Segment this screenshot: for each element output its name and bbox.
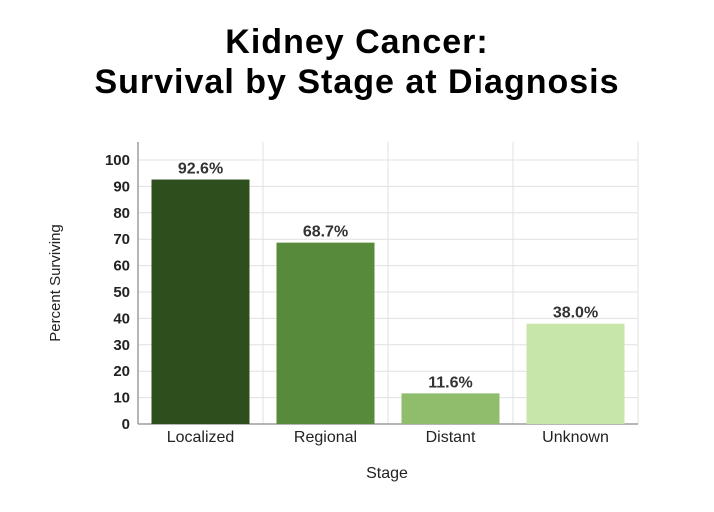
x-tick-label: Regional: [294, 429, 357, 446]
x-axis-label: Stage: [366, 465, 408, 482]
y-tick-label: 30: [113, 337, 130, 354]
y-tick-label: 20: [113, 363, 130, 380]
y-axis-label: Percent Surviving: [47, 224, 64, 342]
y-tick-label: 60: [113, 258, 130, 275]
y-tick-label: 100: [105, 152, 130, 169]
bar-value-label: 11.6%: [428, 374, 472, 391]
bar-regional: [276, 242, 375, 424]
bar-distant: [401, 393, 500, 424]
chart-title-line2: Survival by Stage at Diagnosis: [94, 63, 620, 101]
bar-localized: [151, 179, 250, 424]
labels-layer: 0 10 20 30 40 50 60 70 80 90 100 92.6% Localized 68.7…: [105, 152, 609, 446]
y-tick-label: 80: [113, 205, 130, 222]
x-tick-label: Unknown: [542, 429, 609, 446]
x-tick-label: Localized: [167, 429, 235, 446]
chart-title-line1: Kidney Cancer:: [225, 23, 489, 61]
y-tick-label: 10: [113, 390, 130, 407]
x-tick-label: Distant: [426, 429, 476, 446]
y-tick-label: 90: [113, 178, 130, 195]
bar-unknown: [526, 323, 625, 424]
y-tick-label: 40: [113, 310, 130, 327]
chart-title: Kidney Cancer: Survival by Stage at Diag…: [0, 22, 714, 102]
y-tick-label: 70: [113, 231, 130, 248]
bar-value-label: 38.0%: [553, 305, 598, 322]
y-tick-label: 0: [122, 416, 130, 433]
bar-value-label: 68.7%: [303, 224, 348, 241]
bar-value-label: 92.6%: [178, 161, 223, 178]
bars-layer: [151, 179, 625, 424]
y-tick-label: 50: [113, 284, 130, 301]
